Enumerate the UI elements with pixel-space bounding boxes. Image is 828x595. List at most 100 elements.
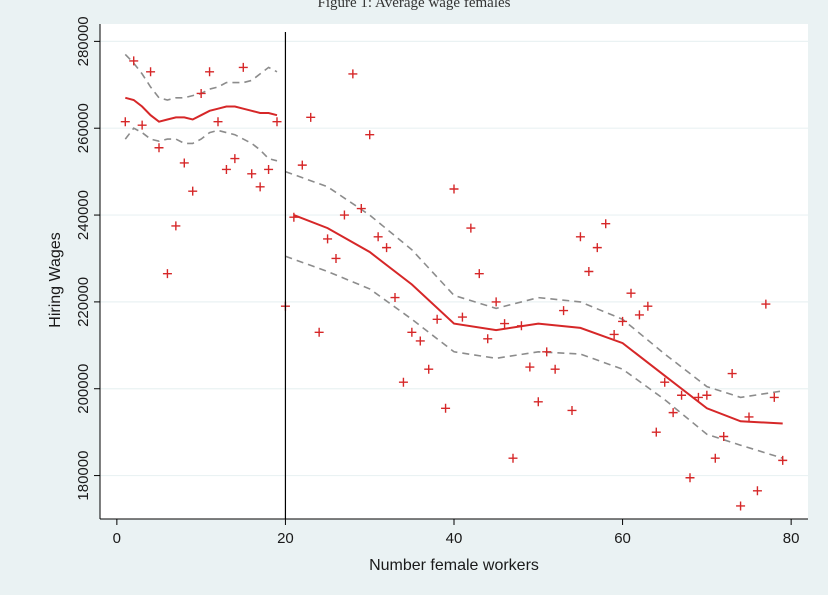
scatter-point xyxy=(533,397,543,407)
scatter-point xyxy=(432,314,442,324)
ci-left-lower xyxy=(124,127,278,162)
scatter-point xyxy=(618,316,628,326)
scatter-point xyxy=(398,377,408,387)
scatter-point xyxy=(685,473,695,483)
scatter-point xyxy=(651,427,661,437)
x-axis-label: Number female workers xyxy=(369,557,539,574)
scatter-point xyxy=(584,267,594,276)
scatter-point xyxy=(255,182,265,192)
scatter-point xyxy=(457,312,467,322)
x-tick-label: 20 xyxy=(277,530,294,547)
y-tick-label: 280000 xyxy=(75,16,92,66)
scatter-point xyxy=(247,169,257,179)
scatter-point xyxy=(306,112,316,122)
scatter-point xyxy=(466,223,476,233)
scatter-point xyxy=(424,364,434,374)
scatter-point xyxy=(719,432,729,441)
scatter-point xyxy=(339,210,349,220)
scatter-point xyxy=(769,392,779,402)
scatter-point xyxy=(550,364,560,374)
ci-right-upper xyxy=(285,170,783,399)
scatter-point xyxy=(331,253,341,263)
scatter-point xyxy=(693,392,703,402)
x-tick-label: 60 xyxy=(614,530,631,547)
scatter-point xyxy=(449,184,459,194)
y-tick-label: 180000 xyxy=(75,451,92,501)
y-tick-label: 240000 xyxy=(75,190,92,240)
scatter-point xyxy=(609,329,619,339)
y-tick-label: 200000 xyxy=(75,364,92,414)
scatter-point xyxy=(264,164,274,174)
scatter-point xyxy=(373,232,383,242)
y-axis-label: Hiring Wages xyxy=(47,232,64,327)
scatter-point xyxy=(314,327,324,337)
scatter-point xyxy=(592,243,602,253)
scatter-point xyxy=(491,297,501,307)
scatter-point xyxy=(390,293,400,303)
scatter-point xyxy=(660,377,670,387)
scatter-point xyxy=(230,154,240,164)
fit-lines xyxy=(125,96,783,425)
scatter-point xyxy=(289,212,299,222)
scatter-point xyxy=(162,269,172,279)
scatter-point xyxy=(382,243,392,253)
scatter-point xyxy=(297,160,307,170)
scatter-point xyxy=(213,117,223,127)
scatter-point xyxy=(601,219,611,229)
scatter-point xyxy=(643,301,653,311)
scatter-point xyxy=(415,336,425,346)
scatter-point xyxy=(710,453,720,463)
scatter-point xyxy=(542,347,552,357)
scatter-point xyxy=(171,221,181,231)
scatter-point xyxy=(483,334,493,344)
ci-right-lower xyxy=(285,255,783,459)
scatter-point xyxy=(474,269,484,279)
scatter-point xyxy=(761,299,771,309)
scatter-point xyxy=(238,62,248,72)
fit-line-right xyxy=(293,214,783,425)
scatter-point xyxy=(188,186,198,196)
figure-title: Figure 1: Average wage females xyxy=(318,0,511,11)
scatter-point xyxy=(508,453,518,463)
scatter-point xyxy=(567,405,577,415)
scatter-point xyxy=(129,56,139,66)
scatter-point xyxy=(500,319,510,329)
scatter-point xyxy=(356,204,366,214)
scatter-point xyxy=(272,117,282,127)
scatter-point xyxy=(702,390,712,400)
scatter-point xyxy=(559,306,569,316)
scatter-point xyxy=(221,164,231,174)
scatter-point xyxy=(205,67,215,77)
scatter-point xyxy=(752,486,762,496)
scatter-point xyxy=(668,408,678,418)
scatter-point xyxy=(348,69,358,79)
scatter-point xyxy=(736,501,746,511)
fit-line-left xyxy=(125,96,278,123)
scatter-point xyxy=(727,369,737,379)
scatter-point xyxy=(778,455,788,465)
x-tick-label: 0 xyxy=(113,530,121,547)
scatter-point xyxy=(323,234,333,244)
scatter-point xyxy=(516,321,526,331)
scatter-point xyxy=(441,403,451,413)
scatter-point xyxy=(365,130,375,140)
scatter-point xyxy=(146,67,156,77)
scatter-point xyxy=(626,288,636,298)
scatter-point xyxy=(677,390,687,400)
scatter-point xyxy=(407,327,417,337)
y-tick-label: 260000 xyxy=(75,103,92,153)
gridlines xyxy=(100,40,808,477)
scatter-point xyxy=(196,88,206,98)
scatter-point xyxy=(120,117,130,127)
x-tick-label: 40 xyxy=(446,530,463,547)
scatter-point xyxy=(575,232,585,242)
x-tick-label: 80 xyxy=(783,530,800,547)
scatter-point xyxy=(634,310,644,320)
data-points xyxy=(120,56,788,511)
plot-area xyxy=(100,24,808,519)
y-tick-label: 220000 xyxy=(75,277,92,327)
scatter-point xyxy=(744,412,754,422)
scatter-point xyxy=(137,120,147,130)
scatter-point xyxy=(154,143,164,153)
